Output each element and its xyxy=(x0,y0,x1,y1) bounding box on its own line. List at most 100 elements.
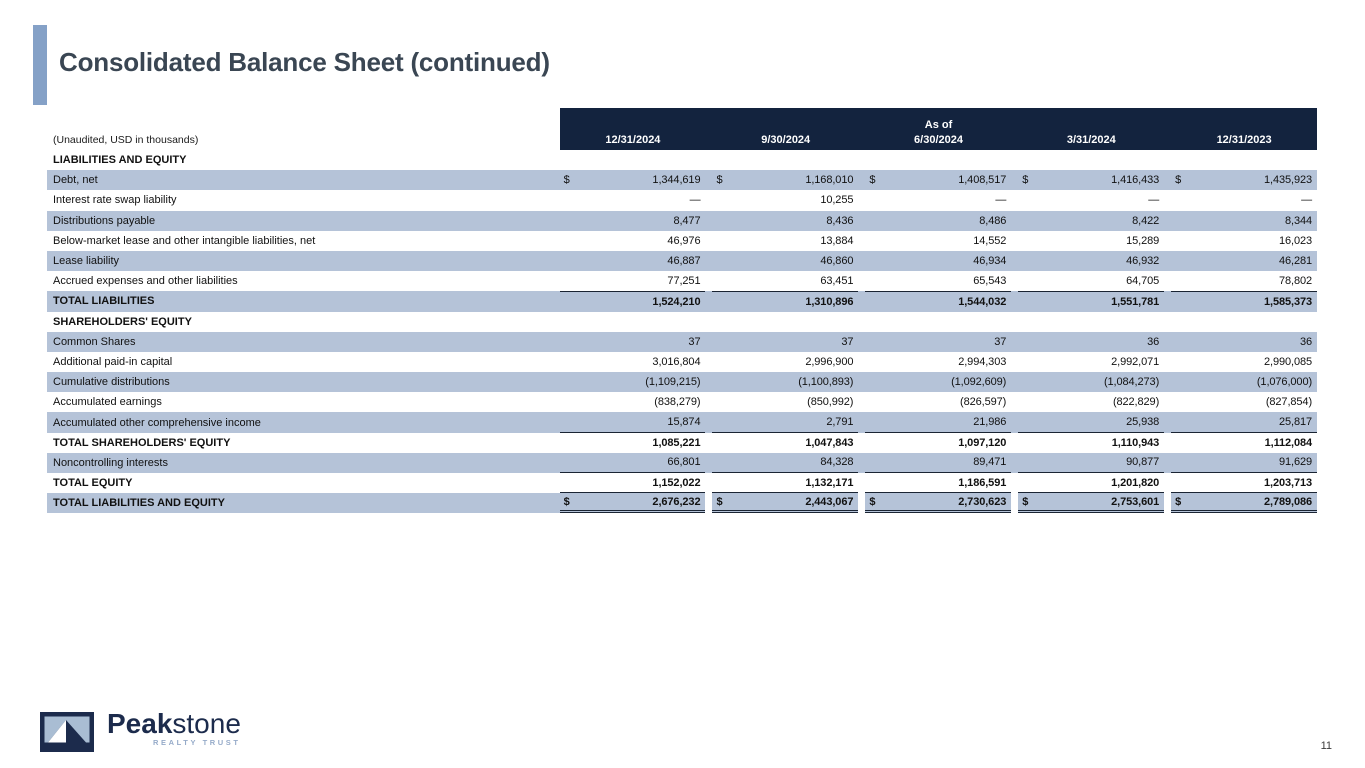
cell-number: 10,255 xyxy=(820,194,854,207)
cell-value: 91,629 xyxy=(1171,453,1318,473)
cell-number: 1,110,943 xyxy=(1111,436,1160,449)
unaudited-note: (Unaudited, USD in thousands) xyxy=(53,134,199,146)
cell-number: 1,544,032 xyxy=(958,295,1007,308)
cell-number: 21,986 xyxy=(973,416,1007,429)
cell-value: (838,279) xyxy=(560,392,706,412)
column-gap xyxy=(1011,332,1018,352)
cell-value: 1,544,032 xyxy=(865,291,1012,311)
cell-number: (838,279) xyxy=(654,396,701,409)
cell-number: 36 xyxy=(1299,335,1313,348)
cell-number: 8,422 xyxy=(1132,214,1160,227)
cell-value: 21,986 xyxy=(865,412,1012,433)
row-label: Below-market lease and other intangible … xyxy=(53,234,316,247)
cell-value: $1,344,619 xyxy=(560,170,706,190)
table-body: LIABILITIES AND EQUITY Debt, net $1,344,61… xyxy=(47,150,1318,514)
cell-number: 90,877 xyxy=(1126,456,1160,469)
cell-value: 37 xyxy=(865,332,1011,352)
table-row: Cumulative distributions (1,109,215) (1,10… xyxy=(47,372,1317,393)
dollar-sign: $ xyxy=(1022,495,1029,508)
column-gap xyxy=(1164,453,1171,473)
dollar-sign: $ xyxy=(869,495,876,508)
column-gap xyxy=(1011,433,1018,453)
cell-value: 46,934 xyxy=(865,251,1011,271)
column-header-date: 6/30/2024 xyxy=(914,134,963,146)
dollar-sign: $ xyxy=(716,495,723,508)
column-gap xyxy=(858,473,865,493)
cell-value: 1,132,171 xyxy=(712,473,859,494)
cell-value: 25,938 xyxy=(1018,412,1165,433)
cell-value: $2,443,067 xyxy=(712,493,859,514)
cell-number: 46,976 xyxy=(667,234,701,247)
cell-number: 89,471 xyxy=(973,456,1007,469)
cell-number: 1,097,120 xyxy=(958,436,1007,449)
column-gap xyxy=(1011,352,1018,372)
logo-text: Peakstone REALTY TRUST xyxy=(107,708,241,747)
cell-value: 78,802 xyxy=(1171,271,1317,291)
table-row: Interest rate swap liability — 10,255 — — — xyxy=(47,190,1317,210)
column-gap xyxy=(858,271,865,291)
cell-value: 2,791 xyxy=(712,412,859,433)
cell-number: 25,817 xyxy=(1278,416,1313,429)
dollar-sign: $ xyxy=(869,174,876,187)
row-label: Interest rate swap liability xyxy=(53,194,177,207)
column-gap xyxy=(705,433,712,453)
column-gap xyxy=(1011,473,1018,493)
row-label: Distributions payable xyxy=(53,214,156,227)
row-label: TOTAL LIABILITIES AND EQUITY xyxy=(53,497,225,510)
column-gap xyxy=(705,251,712,271)
table-row: TOTAL LIABILITIES 1,524,210 1,310,896 1,544… xyxy=(47,291,1318,312)
cell-number: 8,477 xyxy=(673,214,701,227)
row-label: TOTAL SHAREHOLDERS' EQUITY xyxy=(53,436,231,449)
as-of-label: As of xyxy=(924,119,953,131)
cell-number: 1,132,171 xyxy=(805,476,854,489)
cell-number: 36 xyxy=(1147,335,1160,348)
peakstone-mountain-icon xyxy=(40,712,94,752)
cell-value: 64,705 xyxy=(1018,271,1164,291)
cell-value: 66,801 xyxy=(559,453,706,473)
row-label: TOTAL EQUITY xyxy=(53,477,133,490)
cell-value: $1,408,517 xyxy=(865,170,1011,190)
cell-value: 2,992,071 xyxy=(1018,352,1164,372)
column-gap xyxy=(1164,271,1171,291)
cell-value: $1,435,923 xyxy=(1171,170,1317,190)
cell-number: (1,092,609) xyxy=(951,376,1007,389)
cell-number: 91,629 xyxy=(1278,456,1313,469)
cell-value: 1,585,373 xyxy=(1171,291,1318,311)
column-gap xyxy=(705,170,712,190)
column-gap xyxy=(1011,453,1018,473)
cell-number: — xyxy=(1148,194,1160,207)
cell-number: 2,992,071 xyxy=(1111,355,1160,368)
cell-number: — xyxy=(689,194,701,207)
cell-number: 1,524,210 xyxy=(652,295,701,308)
column-gap xyxy=(705,392,712,412)
column-gap xyxy=(1164,473,1171,493)
column-gap xyxy=(1011,493,1019,514)
column-gap xyxy=(1011,190,1018,210)
table-row: Distributions payable 8,477 8,436 8,486 8,42… xyxy=(47,210,1317,231)
column-gap xyxy=(858,412,865,432)
column-gap xyxy=(705,473,712,493)
cell-value: 77,251 xyxy=(560,271,706,291)
page-title: Consolidated Balance Sheet (continued) xyxy=(59,47,550,77)
table-row: TOTAL SHAREHOLDERS' EQUITY 1,085,221 1,047… xyxy=(47,433,1317,453)
cell-number: 64,705 xyxy=(1126,275,1160,288)
cell-value: 15,289 xyxy=(1018,231,1164,251)
column-gap xyxy=(1011,134,1018,146)
cell-value: 46,932 xyxy=(1018,251,1164,271)
section-row: LIABILITIES AND EQUITY xyxy=(47,150,1317,170)
column-gap xyxy=(705,352,712,372)
column-header-date: 3/31/2024 xyxy=(1066,134,1116,146)
cell-number: 1,408,517 xyxy=(958,174,1007,187)
cell-number: (1,084,273) xyxy=(1103,376,1160,389)
cell-number: 15,289 xyxy=(1126,234,1160,247)
row-label: SHAREHOLDERS' EQUITY xyxy=(53,315,192,328)
column-gap xyxy=(858,190,865,210)
table-row: TOTAL LIABILITIES AND EQUITY $2,676,232 $2… xyxy=(47,493,1318,514)
cell-number: 2,996,900 xyxy=(805,355,854,368)
row-label: Cumulative distributions xyxy=(53,376,170,389)
cell-number: 16,023 xyxy=(1278,234,1313,247)
column-gap xyxy=(858,392,865,412)
cell-number: 1,585,373 xyxy=(1263,295,1313,308)
logo-tagline: REALTY TRUST xyxy=(153,737,241,747)
cell-number: 66,801 xyxy=(667,456,701,469)
